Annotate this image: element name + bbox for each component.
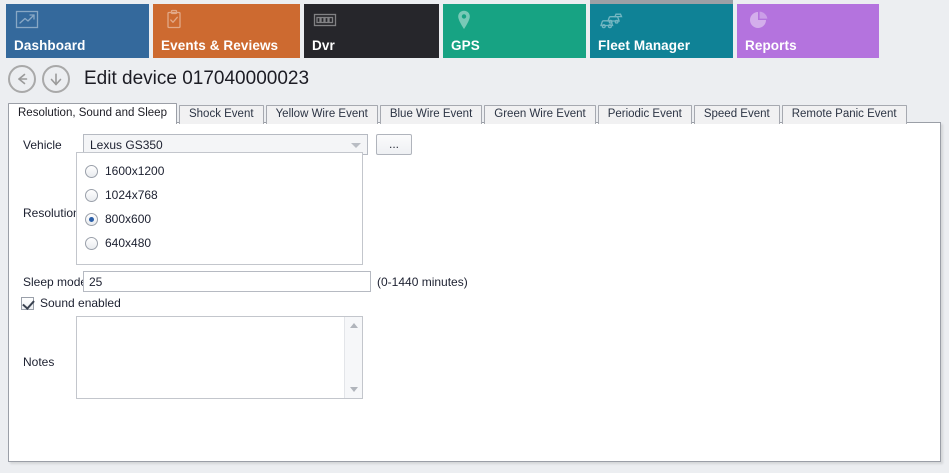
radio-resolution-1600x1200[interactable]: 1600x1200 xyxy=(85,163,164,179)
nav-tile-label: GPS xyxy=(451,38,480,53)
vehicle-select[interactable]: Lexus GS350 xyxy=(83,134,368,155)
tab-periodic-event[interactable]: Periodic Event xyxy=(597,105,692,124)
vehicle-field-row: Vehicle Lexus GS350 ... xyxy=(17,134,437,156)
app-nav-bar: Dashboard Events & Reviews Dvr GPS Fleet Man… xyxy=(0,0,949,58)
tab-resolution-sound-and-sleep[interactable]: Resolution, Sound and Sleep xyxy=(8,103,177,124)
dvr-device-icon xyxy=(312,9,338,31)
scroll-up-icon[interactable] xyxy=(345,317,363,334)
scroll-down-icon[interactable] xyxy=(345,381,363,398)
page-title: Edit device 017040000023 xyxy=(84,68,310,89)
chevron-down-icon xyxy=(351,143,361,148)
radio-label: 1600x1200 xyxy=(105,164,165,178)
page-header: Edit device 017040000023 xyxy=(0,58,949,100)
sound-enabled-checkbox[interactable]: Sound enabled xyxy=(21,296,121,310)
sleep-mode-hint: (0-1440 minutes) xyxy=(377,275,468,289)
tab-green-wire-event[interactable]: Green Wire Event xyxy=(484,105,596,124)
radio-icon xyxy=(85,188,98,202)
radio-icon xyxy=(85,164,98,178)
notes-scrollbar[interactable] xyxy=(344,317,362,398)
nav-tile-gps[interactable]: GPS xyxy=(443,4,586,58)
nav-tile-fleet-manager[interactable]: Fleet Manager xyxy=(590,0,733,58)
nav-tile-events-reviews[interactable]: Events & Reviews xyxy=(153,4,300,58)
fleet-cars-icon xyxy=(598,11,624,33)
nav-tile-reports[interactable]: Reports xyxy=(737,4,879,58)
sleep-mode-label: Sleep mode xyxy=(23,275,88,289)
nav-tile-dvr[interactable]: Dvr xyxy=(304,4,439,58)
tab-yellow-wire-event[interactable]: Yellow Wire Event xyxy=(265,105,378,124)
radio-resolution-640x480[interactable]: 640x480 xyxy=(85,235,151,251)
radio-label: 1024x768 xyxy=(105,188,158,202)
nav-tile-label: Reports xyxy=(745,38,797,53)
radio-icon xyxy=(85,212,98,226)
clipboard-check-icon xyxy=(161,9,187,31)
tab-blue-wire-event[interactable]: Blue Wire Event xyxy=(379,105,483,124)
radio-resolution-800x600[interactable]: 800x600 xyxy=(85,211,151,227)
tab-strip: Resolution, Sound and Sleep Shock Event Ye… xyxy=(8,103,941,124)
radio-resolution-1024x768[interactable]: 1024x768 xyxy=(85,187,158,203)
checkbox-icon xyxy=(21,296,34,310)
chart-trend-icon xyxy=(14,9,40,31)
radio-label: 800x600 xyxy=(105,212,152,226)
resolution-label: Resolution xyxy=(23,206,80,220)
nav-tile-label: Dashboard xyxy=(14,38,86,53)
back-button[interactable] xyxy=(8,65,36,93)
sleep-mode-input[interactable] xyxy=(83,271,371,292)
tab-shock-event[interactable]: Shock Event xyxy=(178,105,264,124)
nav-tile-label: Events & Reviews xyxy=(161,38,279,53)
nav-tile-label: Dvr xyxy=(312,38,335,53)
tab-speed-event[interactable]: Speed Event xyxy=(693,105,780,124)
settings-panel: Vehicle Lexus GS350 ... Resolution 1600x… xyxy=(8,122,941,462)
pie-chart-icon xyxy=(745,9,771,31)
vehicle-browse-button[interactable]: ... xyxy=(376,134,412,155)
download-button[interactable] xyxy=(42,65,70,93)
sound-enabled-label: Sound enabled xyxy=(40,296,121,310)
notes-field xyxy=(76,316,363,399)
notes-label: Notes xyxy=(23,355,55,369)
vehicle-label: Vehicle xyxy=(23,138,62,152)
map-pin-icon xyxy=(451,9,477,31)
notes-textarea[interactable] xyxy=(77,317,345,398)
nav-tile-label: Fleet Manager xyxy=(598,38,691,53)
arrow-down-circle-icon xyxy=(48,71,64,87)
sleep-mode-row: Sleep mode (0-1440 minutes) xyxy=(17,271,487,292)
resolution-radio-group: 1600x1200 1024x768 800x600 640x480 xyxy=(76,152,363,265)
nav-tile-dashboard[interactable]: Dashboard xyxy=(6,4,149,58)
arrow-left-circle-icon xyxy=(14,71,30,87)
radio-label: 640x480 xyxy=(105,236,152,250)
vehicle-selected-value: Lexus GS350 xyxy=(90,138,163,152)
tab-remote-panic-event[interactable]: Remote Panic Event xyxy=(781,105,907,124)
radio-icon xyxy=(85,236,98,250)
